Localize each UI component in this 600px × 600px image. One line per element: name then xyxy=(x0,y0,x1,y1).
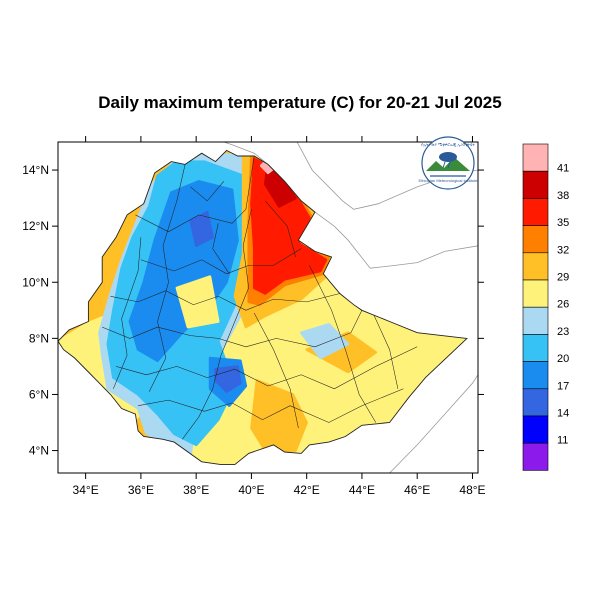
logo-text-top: የኢትዮጵያ ሜቲዎሮሎጂ ኢንስቲትዩት xyxy=(421,142,475,147)
colorbar: 41 38 35 32 29 26 23 20 17 14 11 xyxy=(522,143,569,471)
colorbar-label: 41 xyxy=(557,163,569,175)
colorbar-label: 38 xyxy=(557,190,569,202)
x-tick-label: 48°E xyxy=(459,483,485,497)
colorbar-label: 11 xyxy=(557,435,568,447)
institute-logo: የኢትዮጵያ ሜቲዎሮሎጂ ኢንስቲትዩት Ethiopian Meteorol… xyxy=(419,136,479,190)
colorbar-swatch xyxy=(522,361,549,390)
y-tick-label: 6°N xyxy=(29,387,49,401)
y-tick-label: 4°N xyxy=(29,444,49,458)
colorbar-swatch xyxy=(522,170,549,199)
colorbar-swatch xyxy=(522,279,549,308)
admin-boundaries xyxy=(102,155,418,440)
colorbar-label: 17 xyxy=(557,380,569,392)
colorbar-swatch xyxy=(522,252,549,281)
colorbar-swatch xyxy=(522,143,549,172)
colorbar-label: 14 xyxy=(557,408,569,420)
y-axis: 4°N 6°N 8°N 10°N 12°N 14°N xyxy=(22,163,484,458)
colorbar-swatch xyxy=(522,442,549,471)
colorbar-swatch xyxy=(522,198,549,226)
y-tick-label: 12°N xyxy=(22,219,49,233)
country-border xyxy=(58,149,468,466)
x-tick-label: 38°E xyxy=(183,483,209,497)
x-tick-label: 34°E xyxy=(73,483,99,497)
colorbar-swatch xyxy=(522,388,549,417)
x-tick-label: 44°E xyxy=(349,483,375,497)
colorbar-label: 23 xyxy=(557,326,569,338)
colorbar-swatch xyxy=(522,225,549,254)
colorbar-swatch xyxy=(522,415,549,444)
map-title: Daily maximum temperature (C) for 20-21 … xyxy=(98,93,502,112)
colorbar-label: 35 xyxy=(557,217,569,229)
colorbar-label: 26 xyxy=(557,299,569,311)
x-axis: 34°E 36°E 38°E 40°E 42°E 44°E 46°E 48°E xyxy=(73,136,486,497)
y-tick-label: 10°N xyxy=(22,275,49,289)
y-tick-label: 8°N xyxy=(29,331,49,345)
colorbar-swatch xyxy=(522,306,549,335)
colorbar-label: 32 xyxy=(557,244,569,256)
plot-frame xyxy=(57,141,479,474)
x-tick-label: 46°E xyxy=(404,483,430,497)
colorbar-swatch xyxy=(522,334,549,362)
x-tick-label: 36°E xyxy=(128,483,154,497)
colorbar-label: 20 xyxy=(557,353,569,365)
colorbar-label: 29 xyxy=(557,272,569,284)
logo-text-bottom: Ethiopian Meteorological Institute xyxy=(419,178,479,183)
y-tick-label: 14°N xyxy=(22,163,49,177)
plot-area xyxy=(58,142,478,473)
x-tick-label: 42°E xyxy=(294,483,320,497)
x-tick-label: 40°E xyxy=(238,483,264,497)
